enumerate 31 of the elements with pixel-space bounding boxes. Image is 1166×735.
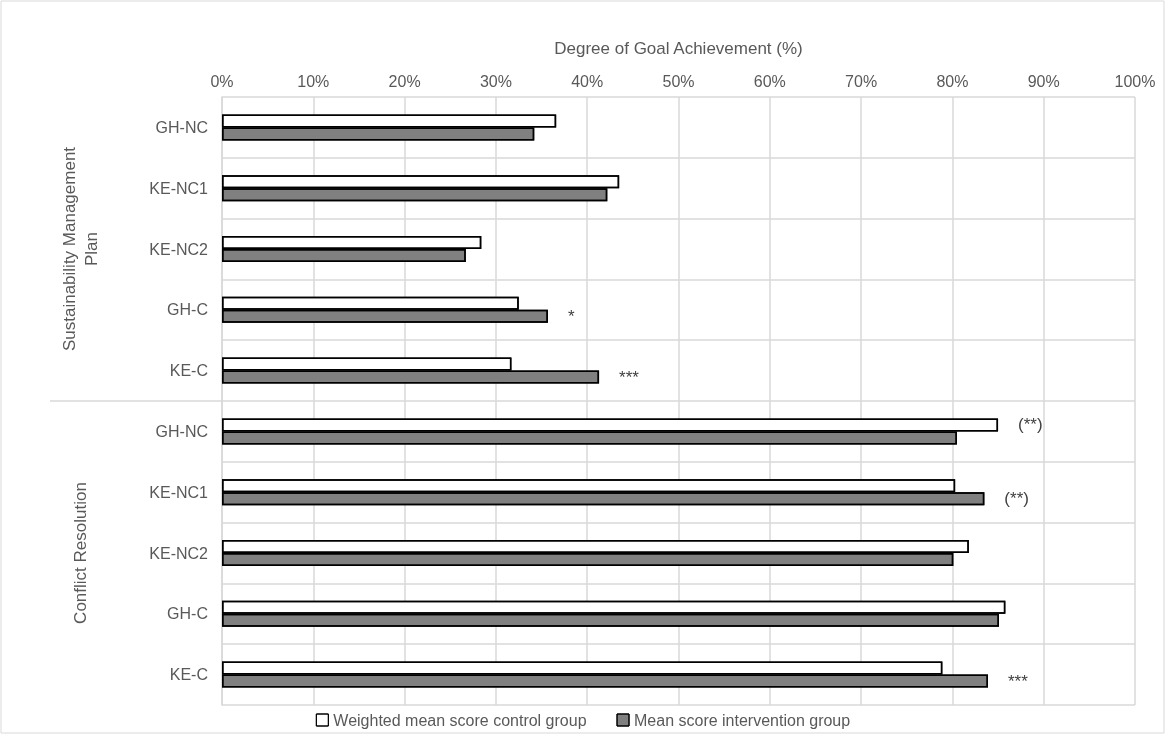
legend-label: Weighted mean score control group <box>333 711 587 729</box>
y-tick-label: GH-NC <box>155 118 208 136</box>
x-tick-label: 100% <box>1114 72 1156 90</box>
y-tick-label: KE-NC2 <box>149 240 209 258</box>
data-label: *** <box>619 367 640 387</box>
x-tick-label: 20% <box>388 72 421 90</box>
x-tick-label: 40% <box>571 72 604 90</box>
x-tick-label: 90% <box>1027 72 1060 90</box>
y-tick-label: KE-NC2 <box>149 544 209 562</box>
x-tick-label: 70% <box>845 72 878 90</box>
x-tick-label: 0% <box>210 72 234 90</box>
text: Conflict Resolution <box>70 482 90 624</box>
data-label: * <box>567 306 575 326</box>
x-axis-title: Degree of Goal Achievement (%) <box>554 39 803 58</box>
y-tick-label: KE-NC1 <box>149 179 209 197</box>
y-tick-label: GH-C <box>167 605 208 623</box>
x-tick-label: 30% <box>479 72 512 90</box>
text: Sustainability Management Plan <box>59 146 101 352</box>
legend-label: Mean score intervention group <box>634 711 851 729</box>
x-tick-label: 80% <box>936 72 969 90</box>
y-tick-label: KE-C <box>169 666 208 684</box>
x-tick-label: 50% <box>662 72 695 90</box>
data-label: (**) <box>1004 489 1029 509</box>
data-label: (**) <box>1018 415 1043 435</box>
x-tick-label: 60% <box>753 72 786 90</box>
y-tick-label: KE-C <box>169 362 208 380</box>
x-tick-label: 10% <box>297 72 330 90</box>
y-tick-label: KE-NC1 <box>149 483 209 501</box>
y-tick-label: GH-NC <box>155 422 208 440</box>
y-tick-label: GH-C <box>167 301 208 319</box>
data-label: *** <box>1008 671 1029 691</box>
